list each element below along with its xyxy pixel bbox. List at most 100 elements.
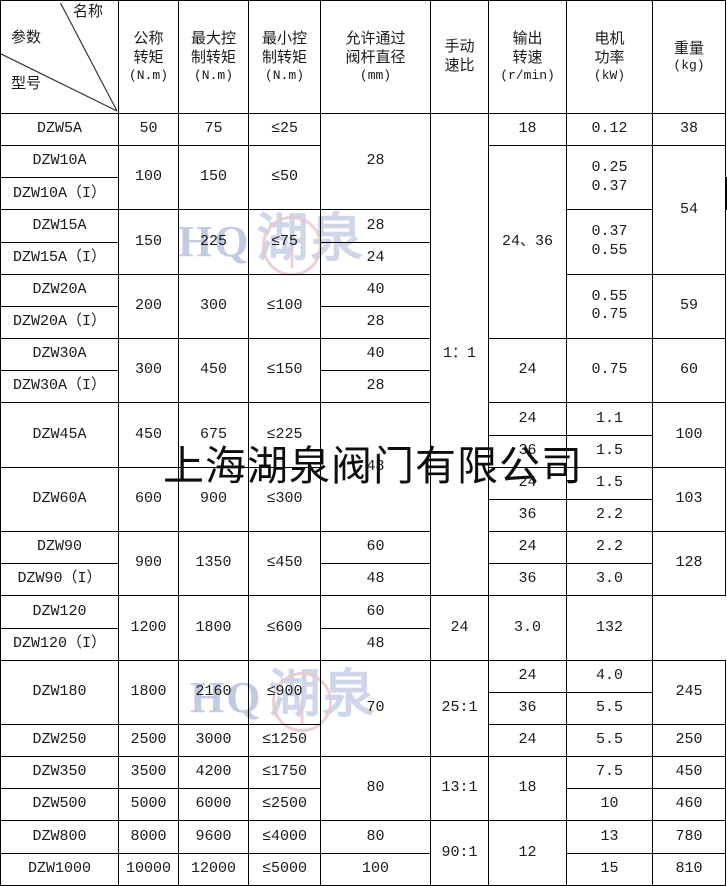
cell-model: DZW250	[0, 723, 119, 758]
header-unit: (r/min)	[500, 67, 555, 83]
cell-weight: 245	[652, 659, 726, 725]
cell-model: DZW10A（I）	[0, 177, 119, 211]
cell-output-speed: 18	[488, 112, 567, 147]
cell-stem-diameter: 24	[725, 177, 727, 211]
header-unit: (kg)	[673, 58, 705, 74]
cell-max-torque: 2160	[178, 659, 249, 725]
cell-stem-diameter: 48	[320, 402, 431, 533]
cell-model: DZW10A	[0, 145, 119, 179]
cell-nominal-torque: 1800	[118, 659, 179, 725]
cell-model: DZW180	[0, 659, 119, 725]
corner-label-name: 名称	[73, 4, 104, 20]
cell-min-torque: ≤5000	[248, 852, 321, 886]
cell-motor-power: 1.1	[566, 402, 653, 436]
motor-power-value-1: 0.37	[591, 223, 628, 241]
motor-power-value-1: 0.55	[591, 287, 628, 305]
cell-nominal-torque: 200	[118, 273, 179, 340]
cell-nominal-torque: 8000	[118, 820, 179, 854]
cell-model: DZW15A	[0, 209, 119, 243]
cell-motor-power: 1.5	[566, 434, 653, 468]
cell-motor-power: 2.2	[566, 498, 653, 533]
cell-motor-power: 0.25 0.37	[566, 145, 653, 211]
header-unit: (N.m)	[193, 67, 233, 83]
corner-diagonal-lines-icon	[1, 2, 118, 112]
cell-manual-ratio: 90:1	[430, 820, 489, 886]
cell-weight: 38	[652, 112, 726, 147]
cell-output-speed: 24	[488, 723, 567, 758]
cell-weight: 54	[652, 145, 726, 275]
cell-max-torque: 150	[178, 145, 249, 211]
cell-motor-power: 0.55 0.75	[566, 273, 653, 340]
cell-max-torque: 1350	[178, 531, 249, 597]
header-line-1: 最小控	[261, 31, 307, 48]
cell-weight: 450	[652, 756, 726, 790]
cell-motor-power: 0.75	[566, 338, 653, 404]
motor-power-value-2: 0.37	[591, 177, 628, 195]
cell-motor-power: 5.5	[566, 723, 653, 758]
cell-model: DZW5A	[0, 112, 119, 147]
header-unit: (mm)	[359, 67, 392, 83]
header-line-1: 输出	[512, 31, 543, 48]
header-unit: (N.m)	[128, 67, 168, 83]
cell-stem-diameter: 100	[320, 852, 431, 886]
column-header-min-torque: 最小控 制转矩 (N.m)	[248, 0, 321, 114]
column-header-motor-power: 电机 功率 (kW)	[566, 0, 653, 114]
header-line-1: 手动	[444, 39, 475, 56]
cell-stem-diameter: 28	[320, 370, 431, 404]
table-row: DZW350 3500 4200 ≤1750 80 13:1 18 7.5 45…	[0, 756, 727, 822]
table-row: DZW120（I） 48	[0, 627, 727, 661]
cell-weight: 810	[652, 852, 726, 886]
cell-stem-diameter: 80	[320, 820, 431, 854]
cell-model: DZW800	[0, 820, 119, 854]
cell-max-torque: 225	[178, 209, 249, 275]
cell-model: DZW90（I）	[0, 563, 119, 597]
cell-nominal-torque: 10000	[118, 852, 179, 886]
cell-stem-diameter: 28	[320, 209, 431, 243]
cell-stem-diameter: 60	[320, 531, 431, 565]
corner-label-param: 参数	[11, 30, 42, 46]
cell-output-speed: 18	[488, 756, 567, 822]
table-row: DZW90（I） 48 36 3.0	[0, 563, 727, 597]
cell-output-speed: 12	[488, 820, 567, 886]
header-line-1: 最大控	[190, 31, 236, 48]
cell-stem-diameter: 24	[320, 241, 431, 275]
cell-model: DZW60A	[0, 466, 119, 533]
cell-nominal-torque: 300	[118, 338, 179, 404]
header-unit: (kW)	[593, 67, 626, 83]
cell-min-torque: ≤225	[248, 402, 321, 468]
cell-model: DZW30A	[0, 338, 119, 372]
cell-nominal-torque: 1200	[118, 595, 179, 661]
table-row: DZW120 1200 1800 ≤600 60 24 3.0 132	[0, 595, 727, 661]
cell-stem-diameter: 40	[320, 273, 431, 307]
cell-weight: 128	[652, 531, 726, 597]
motor-power-value-1: 0.25	[591, 159, 628, 177]
column-header-manual-ratio: 手动 速比	[430, 0, 489, 114]
cell-nominal-torque: 3500	[118, 756, 179, 790]
cell-motor-power: 10	[566, 788, 653, 822]
cell-manual-ratio: 1：1	[430, 112, 489, 597]
cell-nominal-torque: 2500	[118, 723, 179, 758]
header-unit: (N.m)	[264, 67, 304, 83]
cell-max-torque: 1800	[178, 595, 249, 661]
cell-weight: 60	[652, 338, 726, 404]
cell-manual-ratio: 25:1	[430, 659, 489, 758]
table-row: DZW90 900 1350 ≤450 60 24 2.2 128	[0, 531, 727, 597]
column-header-output-speed: 输出 转速 (r/min)	[488, 0, 567, 114]
cell-output-speed: 24	[488, 531, 567, 565]
cell-output-speed: 36	[488, 563, 567, 597]
cell-min-torque: ≤50	[248, 145, 321, 211]
cell-motor-power: 13	[566, 820, 653, 854]
cell-nominal-torque: 5000	[118, 788, 179, 822]
table-header-row: 名称 参数 型号 公称 转矩 (N.m) 最大控 制转矩 (N.m) 最小控 制…	[0, 0, 727, 114]
cell-max-torque: 675	[178, 402, 249, 468]
cell-nominal-torque: 50	[118, 112, 179, 147]
cell-max-torque: 6000	[178, 788, 249, 822]
cell-weight: 460	[652, 788, 726, 822]
cell-nominal-torque: 600	[118, 466, 179, 533]
cell-min-torque: ≤1250	[248, 723, 321, 758]
cell-model: DZW15A（I）	[0, 241, 119, 275]
table-row: DZW180 1800 2160 ≤900 70 25:1 24 4.0 245	[0, 659, 727, 758]
table-row: DZW45A 450 675 ≤225 48 24 1.1 100	[0, 402, 727, 533]
cell-min-torque: ≤1750	[248, 756, 321, 790]
cell-manual-ratio: 13:1	[430, 756, 489, 822]
